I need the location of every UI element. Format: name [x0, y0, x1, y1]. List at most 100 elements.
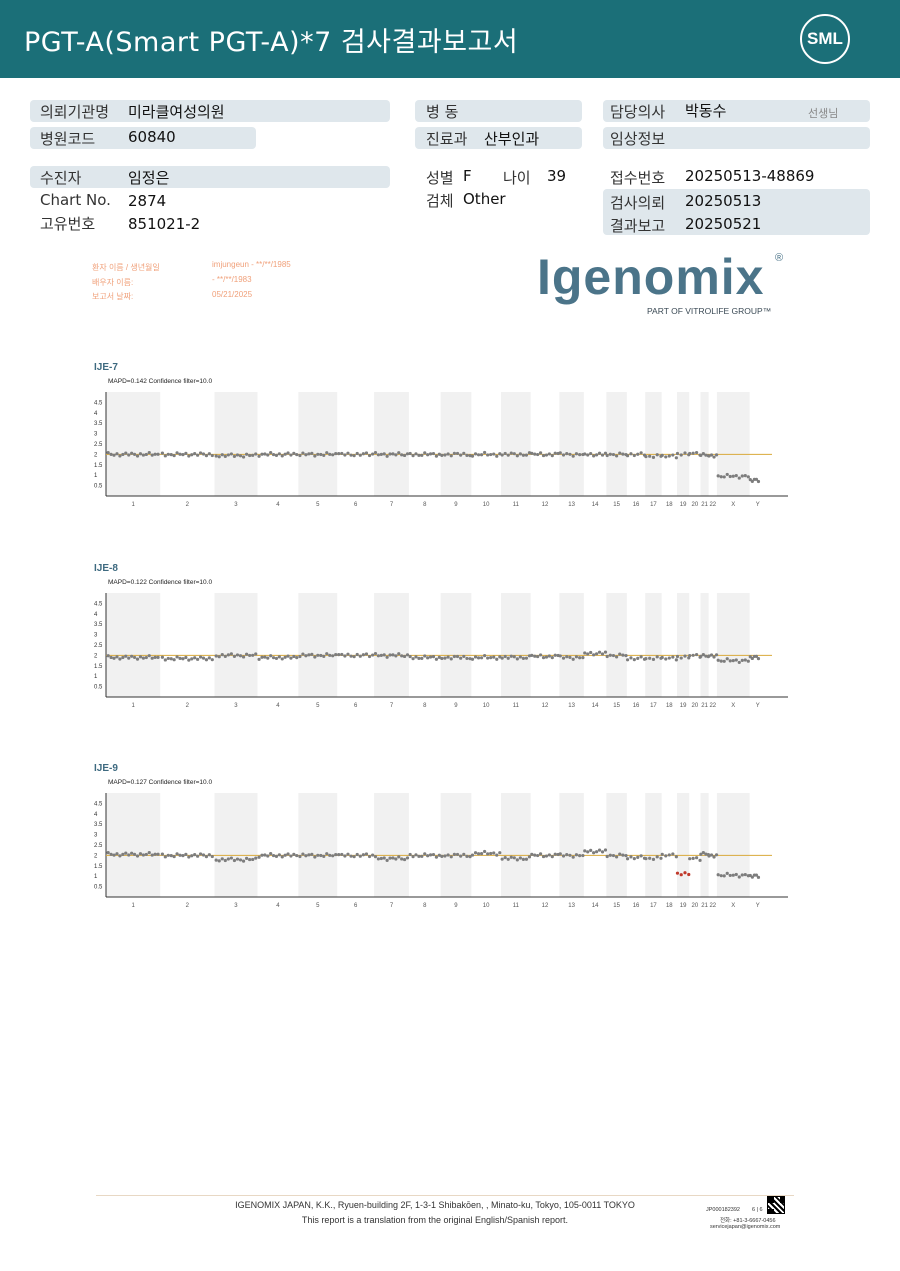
data-point	[376, 453, 380, 457]
x-tick-label: 3	[234, 703, 238, 709]
chart-title: IJE-8	[94, 563, 118, 574]
data-point	[127, 853, 131, 857]
data-point	[226, 857, 230, 861]
data-point	[719, 874, 723, 878]
data-point	[382, 856, 386, 860]
data-point	[746, 475, 750, 479]
data-point	[597, 848, 602, 852]
data-point	[589, 451, 593, 456]
data-point	[446, 853, 450, 857]
data-point	[440, 453, 444, 457]
data-point	[150, 853, 154, 857]
data-point	[687, 872, 691, 877]
x-tick-label: 19	[680, 502, 687, 508]
data-point	[316, 653, 320, 657]
x-tick-label: Y	[756, 703, 760, 709]
data-point	[150, 656, 154, 660]
institution-row	[30, 100, 390, 122]
data-point	[244, 652, 249, 656]
data-point	[260, 452, 264, 456]
x-tick-label: 1	[131, 502, 135, 508]
data-point	[328, 452, 332, 456]
data-point	[489, 656, 493, 660]
data-point	[220, 453, 224, 457]
data-point	[214, 454, 218, 458]
data-point	[574, 853, 579, 857]
chart-subtitle: MAPD=0.142 Confidence filter=10.0	[108, 378, 213, 385]
data-point	[388, 856, 392, 860]
data-point	[737, 476, 741, 480]
data-point	[541, 453, 546, 458]
y-tick-label: 2	[94, 853, 98, 859]
y-tick-label: 3	[94, 432, 98, 438]
patient-name-label: 환자 이름 / 생년월일	[92, 263, 160, 272]
data-point	[495, 454, 499, 458]
report-title: PGT-A(Smart PGT-A)*7 검사결과보고서	[24, 27, 519, 58]
data-point	[625, 857, 630, 861]
doctor-value: 박동수	[685, 102, 727, 120]
data-point	[106, 654, 110, 658]
data-point	[411, 657, 415, 661]
x-tick-label: 4	[276, 703, 280, 709]
data-point	[334, 852, 338, 857]
data-point	[358, 453, 362, 457]
data-point	[112, 453, 116, 457]
dept-label: 진료과	[426, 130, 468, 148]
data-point	[210, 854, 214, 859]
data-point	[232, 654, 237, 658]
data-point	[343, 453, 347, 457]
data-point	[232, 454, 237, 459]
data-point	[402, 857, 407, 862]
data-point	[648, 656, 652, 660]
x-tick-label: 21	[701, 502, 708, 508]
data-point	[509, 654, 513, 658]
data-point	[586, 453, 590, 457]
data-point	[683, 871, 687, 875]
data-point	[524, 656, 529, 660]
data-point	[437, 853, 441, 857]
x-tick-label: 3	[234, 502, 238, 508]
data-point	[581, 853, 585, 858]
data-point	[269, 852, 273, 856]
data-point	[675, 451, 680, 456]
data-point	[138, 452, 143, 456]
data-point	[385, 454, 389, 458]
data-point	[156, 655, 160, 659]
data-point	[193, 452, 197, 456]
x-tick-label: 18	[666, 502, 673, 508]
data-point	[583, 651, 587, 655]
data-point	[625, 454, 630, 458]
data-point	[581, 656, 585, 660]
data-point	[725, 657, 729, 661]
data-point	[506, 857, 510, 861]
x-tick-label: 3	[234, 903, 238, 909]
chart-title: IJE-9	[94, 763, 118, 774]
data-point	[310, 652, 314, 656]
data-point	[109, 452, 113, 456]
data-point	[621, 853, 625, 857]
data-point	[144, 852, 148, 857]
data-point	[431, 852, 436, 857]
data-point	[373, 450, 378, 455]
data-point	[740, 873, 744, 877]
data-point	[379, 856, 383, 861]
data-point	[181, 854, 185, 858]
data-point	[229, 452, 233, 456]
data-point	[636, 855, 640, 859]
data-point	[283, 452, 287, 456]
hospital-code-label: 병원코드	[40, 130, 96, 148]
data-point	[198, 655, 203, 659]
data-point	[210, 453, 214, 458]
data-point	[274, 453, 279, 457]
data-point	[701, 653, 705, 657]
y-tick-label: 0.5	[94, 885, 103, 891]
data-point	[132, 452, 137, 456]
data-point	[476, 656, 481, 660]
request-value: 20250513	[685, 192, 762, 210]
data-point	[295, 452, 299, 457]
data-point	[292, 852, 296, 856]
data-point	[740, 658, 744, 662]
data-point	[169, 854, 173, 858]
data-point	[750, 875, 754, 879]
chromosome-band	[700, 593, 709, 697]
